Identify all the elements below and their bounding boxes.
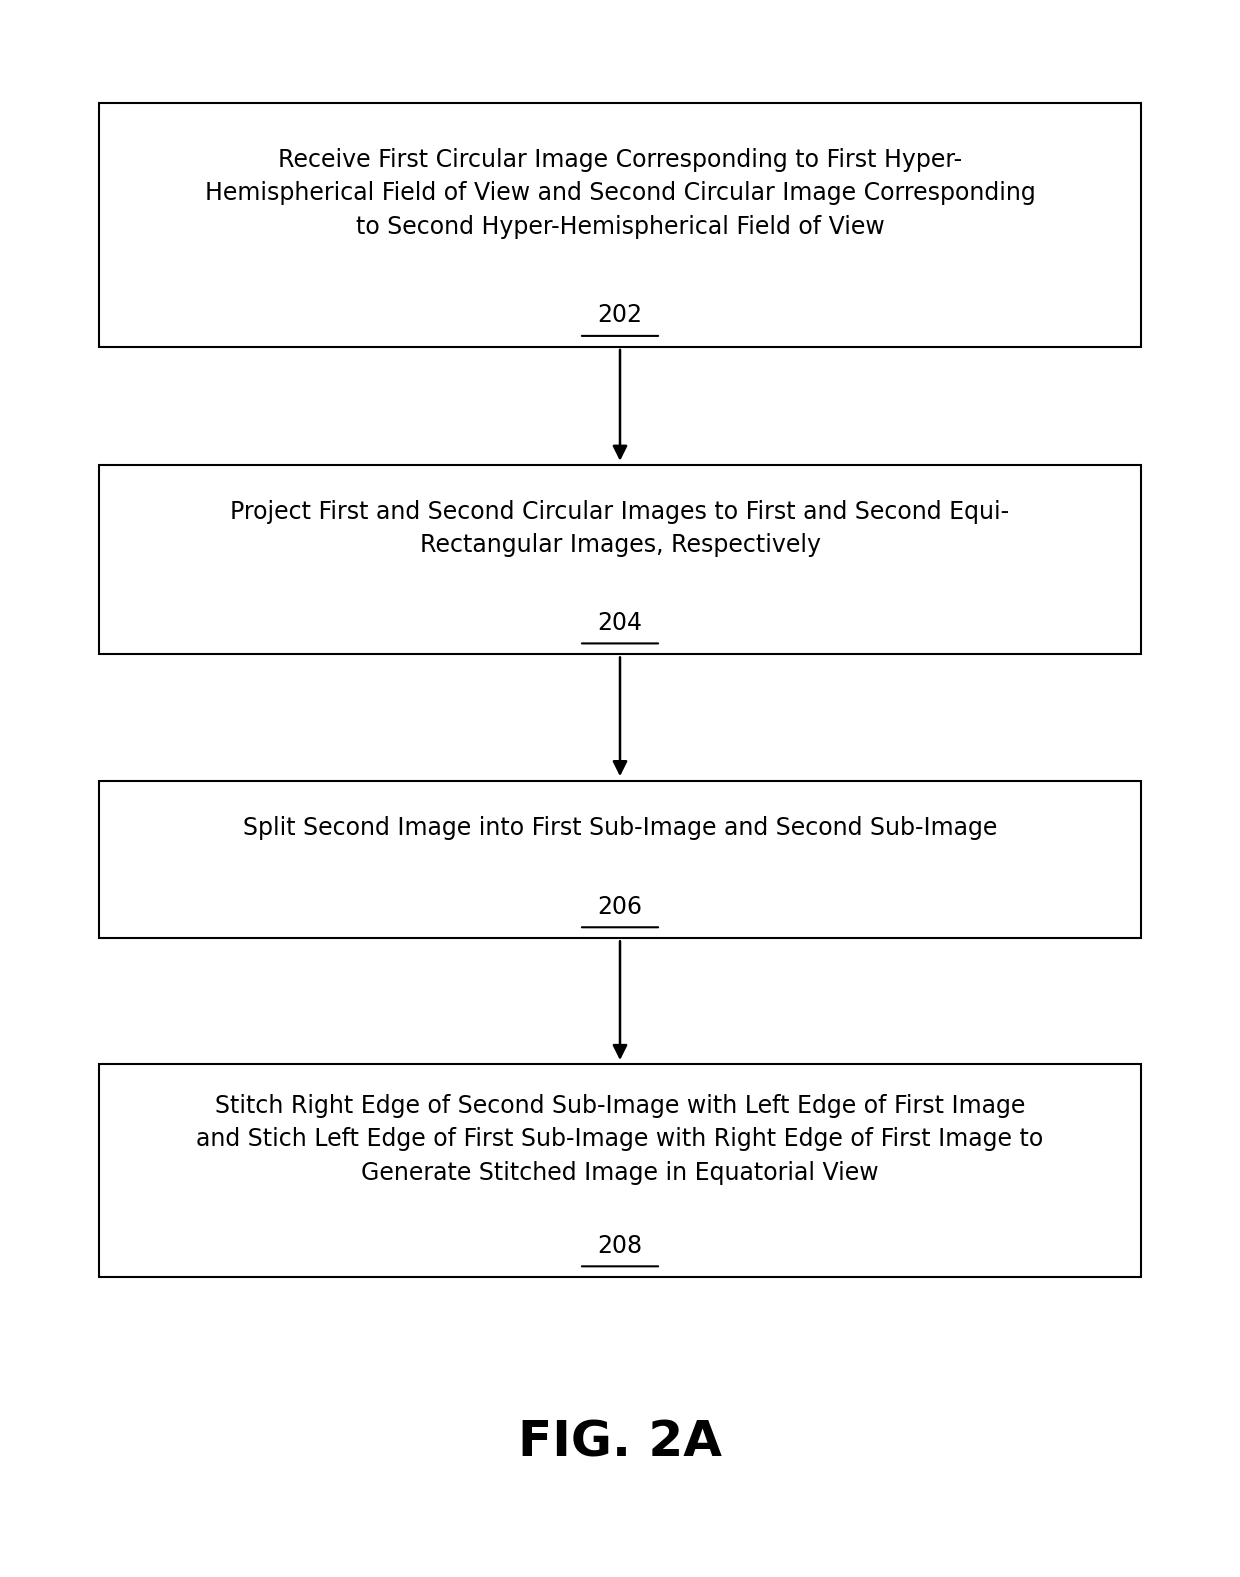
FancyBboxPatch shape (99, 103, 1141, 347)
Text: Project First and Second Circular Images to First and Second Equi-
Rectangular I: Project First and Second Circular Images… (231, 500, 1009, 557)
Text: 208: 208 (598, 1233, 642, 1258)
Text: 204: 204 (598, 610, 642, 636)
Text: Stitch Right Edge of Second Sub-Image with Left Edge of First Image
and Stich Le: Stitch Right Edge of Second Sub-Image wi… (196, 1094, 1044, 1184)
FancyBboxPatch shape (99, 465, 1141, 654)
Text: FIG. 2A: FIG. 2A (518, 1419, 722, 1467)
Text: 202: 202 (598, 303, 642, 328)
Text: Split Second Image into First Sub-Image and Second Sub-Image: Split Second Image into First Sub-Image … (243, 815, 997, 841)
Text: Receive First Circular Image Corresponding to First Hyper-
Hemispherical Field o: Receive First Circular Image Correspondi… (205, 148, 1035, 238)
Text: 206: 206 (598, 894, 642, 919)
FancyBboxPatch shape (99, 1064, 1141, 1277)
FancyBboxPatch shape (99, 781, 1141, 938)
